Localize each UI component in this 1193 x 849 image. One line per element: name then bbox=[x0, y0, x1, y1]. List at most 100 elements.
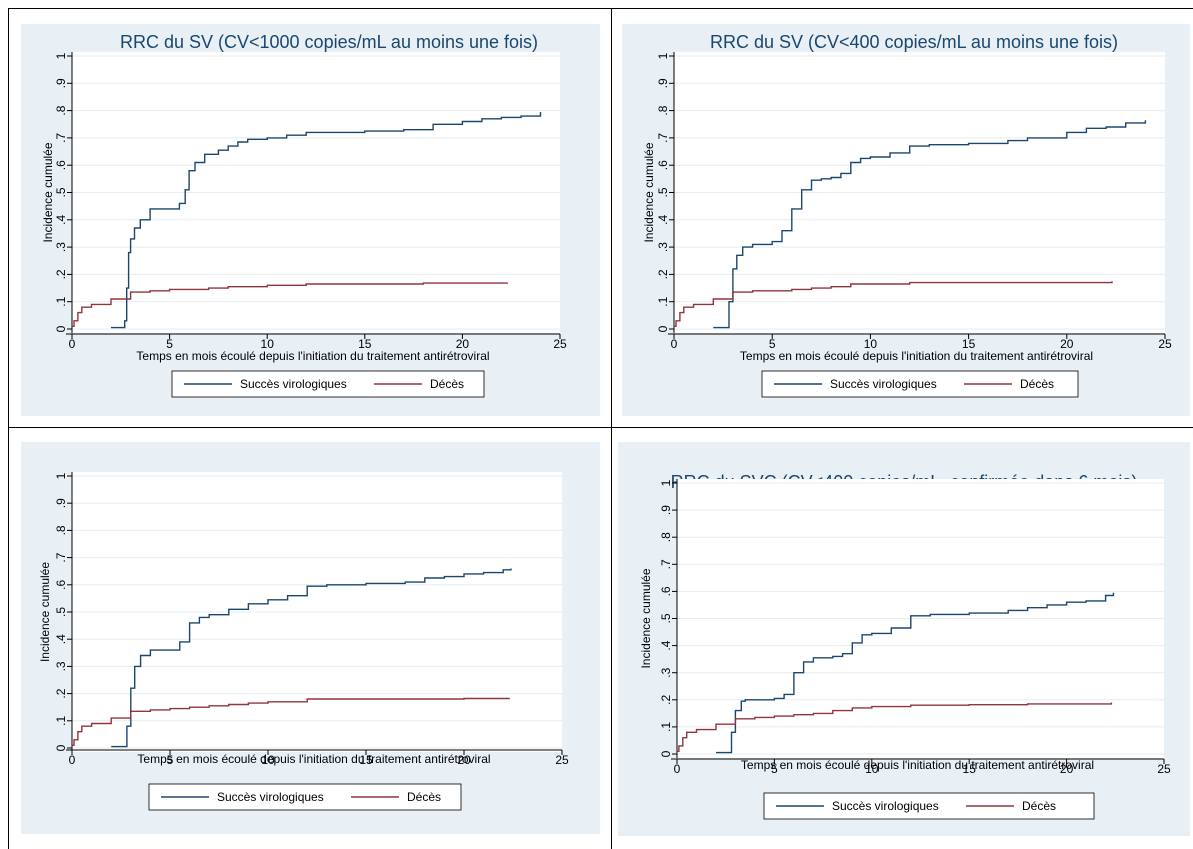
chart-svg-2: RRC du SV (CV<400 copies/mL au moins une… bbox=[642, 32, 1172, 398]
y-tick-label: .9 bbox=[659, 505, 673, 515]
y-tick-label: .1 bbox=[54, 296, 68, 306]
chart-svg-4: RRC du SVC (CV<400 copies/mL, confirmée … bbox=[639, 472, 1171, 820]
x-tick-label: 15 bbox=[358, 337, 372, 351]
x-tick-label: 20 bbox=[457, 753, 471, 767]
x-tick-label: 25 bbox=[553, 337, 567, 351]
y-tick-label: .7 bbox=[659, 559, 673, 569]
y-tick-label: .6 bbox=[54, 579, 68, 589]
legend-label: Succès virologiques bbox=[830, 377, 937, 391]
series-line-deces bbox=[677, 702, 1113, 752]
legend-label: Décès bbox=[430, 377, 464, 391]
chart-title: RRC du SV (CV<1000 copies/mL au moins un… bbox=[120, 32, 538, 52]
x-tick-label: 20 bbox=[1060, 337, 1074, 351]
y-tick-label: .8 bbox=[656, 105, 670, 115]
chart-cell-3: RRC du SVC (CV<1000 copies/mL, confirmée… bbox=[8, 428, 612, 849]
series-line-deces bbox=[72, 697, 510, 746]
y-tick-label: .5 bbox=[54, 607, 68, 617]
legend: Succès virologiques Décès bbox=[148, 783, 462, 811]
y-tick-label: .5 bbox=[656, 187, 670, 197]
y-tick-label: .5 bbox=[54, 187, 68, 197]
y-tick-label: 1 bbox=[54, 472, 68, 479]
y-axis-title: Incidence cumulée bbox=[38, 562, 52, 662]
series-line-succes bbox=[111, 112, 542, 329]
y-tick-label: .1 bbox=[656, 296, 670, 306]
y-tick-label: .2 bbox=[656, 269, 670, 279]
y-tick-label: .2 bbox=[54, 688, 68, 698]
x-tick-label: 0 bbox=[671, 337, 678, 351]
series-line-deces bbox=[72, 282, 508, 327]
y-tick-label: .8 bbox=[659, 532, 673, 542]
legend-label: Succès virologiques bbox=[240, 377, 347, 391]
legend-label: Succès virologiques bbox=[217, 790, 324, 804]
chart-cell-2: RRC du SV (CV<400 copies/mL au moins une… bbox=[612, 8, 1193, 428]
y-tick-label: .8 bbox=[54, 105, 68, 115]
y-tick-label: .3 bbox=[656, 242, 670, 252]
legend: Succès virologiques Décès bbox=[763, 792, 1095, 820]
chart-cell-1: RRC du SV (CV<1000 copies/mL au moins un… bbox=[8, 8, 612, 428]
x-tick-label: 5 bbox=[167, 753, 174, 767]
y-tick-label: .4 bbox=[656, 214, 670, 224]
y-tick-label: .3 bbox=[659, 667, 673, 677]
y-axis-title: Incidence cumulée bbox=[642, 142, 656, 242]
x-tick-label: 25 bbox=[1157, 762, 1171, 776]
x-tick-label: 15 bbox=[359, 753, 373, 767]
y-tick-label: 1 bbox=[54, 52, 68, 59]
y-tick-label: .4 bbox=[659, 640, 673, 650]
y-tick-label: 1 bbox=[656, 52, 670, 59]
y-tick-label: .9 bbox=[656, 78, 670, 88]
y-tick-label: 0 bbox=[656, 325, 670, 332]
y-tick-label: .3 bbox=[54, 242, 68, 252]
x-axis-title: Temps en mois écoulé depuis l'initiation… bbox=[741, 758, 1094, 772]
x-tick-label: 15 bbox=[963, 762, 977, 776]
x-tick-label: 10 bbox=[864, 337, 878, 351]
y-tick-label: .7 bbox=[656, 133, 670, 143]
y-tick-label: .9 bbox=[54, 78, 68, 88]
x-tick-label: 0 bbox=[69, 753, 76, 767]
y-tick-label: .6 bbox=[656, 160, 670, 170]
legend-label: Décès bbox=[407, 790, 441, 804]
series-line-succes bbox=[111, 568, 512, 748]
y-tick-label: 0 bbox=[54, 325, 68, 332]
x-tick-label: 5 bbox=[769, 337, 776, 351]
y-tick-label: .2 bbox=[54, 269, 68, 279]
y-tick-label: 0 bbox=[54, 744, 68, 751]
legend-label: Décès bbox=[1022, 799, 1056, 813]
x-tick-label: 0 bbox=[674, 762, 681, 776]
chart-svg-3: RRC du SVC (CV<1000 copies/mL, confirmée… bbox=[38, 472, 569, 811]
y-tick-label: 1 bbox=[659, 479, 673, 486]
x-tick-label: 20 bbox=[1060, 762, 1074, 776]
y-tick-label: .5 bbox=[659, 613, 673, 623]
chart-cell-4: RRC du SVC (CV<400 copies/mL, confirmée … bbox=[612, 428, 1193, 849]
chart-svg-1: RRC du SV (CV<1000 copies/mL au moins un… bbox=[41, 32, 567, 398]
y-tick-label: .3 bbox=[54, 661, 68, 671]
y-tick-label: .9 bbox=[54, 498, 68, 508]
y-tick-label: .7 bbox=[54, 133, 68, 143]
series-line-succes bbox=[713, 120, 1147, 329]
y-tick-label: 0 bbox=[659, 750, 673, 757]
x-tick-label: 5 bbox=[771, 762, 778, 776]
x-axis-title: Temps en mois écoulé depuis l'initiation… bbox=[137, 752, 490, 766]
x-tick-label: 20 bbox=[456, 337, 470, 351]
x-axis-title: Temps en mois écoulé depuis l'initiation… bbox=[740, 349, 1093, 363]
chart-title: RRC du SV (CV<400 copies/mL au moins une… bbox=[710, 32, 1118, 52]
y-tick-label: .7 bbox=[54, 552, 68, 562]
series-line-deces bbox=[674, 281, 1113, 327]
x-tick-label: 5 bbox=[166, 337, 173, 351]
x-tick-label: 10 bbox=[261, 753, 275, 767]
x-axis-title: Temps en mois écoulé depuis l'initiation… bbox=[136, 349, 489, 363]
legend-label: Succès virologiques bbox=[832, 799, 939, 813]
y-tick-label: .6 bbox=[659, 586, 673, 596]
x-tick-label: 25 bbox=[1158, 337, 1172, 351]
legend: Succès virologiques Décès bbox=[761, 370, 1079, 398]
y-tick-label: .8 bbox=[54, 525, 68, 535]
y-tick-label: .4 bbox=[54, 214, 68, 224]
y-tick-label: .1 bbox=[659, 722, 673, 732]
x-tick-label: 10 bbox=[261, 337, 275, 351]
y-axis-title: Incidence cumulée bbox=[41, 142, 55, 242]
y-tick-label: .6 bbox=[54, 160, 68, 170]
x-tick-label: 25 bbox=[555, 753, 569, 767]
legend-label: Décès bbox=[1020, 377, 1054, 391]
y-tick-label: .2 bbox=[659, 694, 673, 704]
y-tick-label: .1 bbox=[54, 715, 68, 725]
